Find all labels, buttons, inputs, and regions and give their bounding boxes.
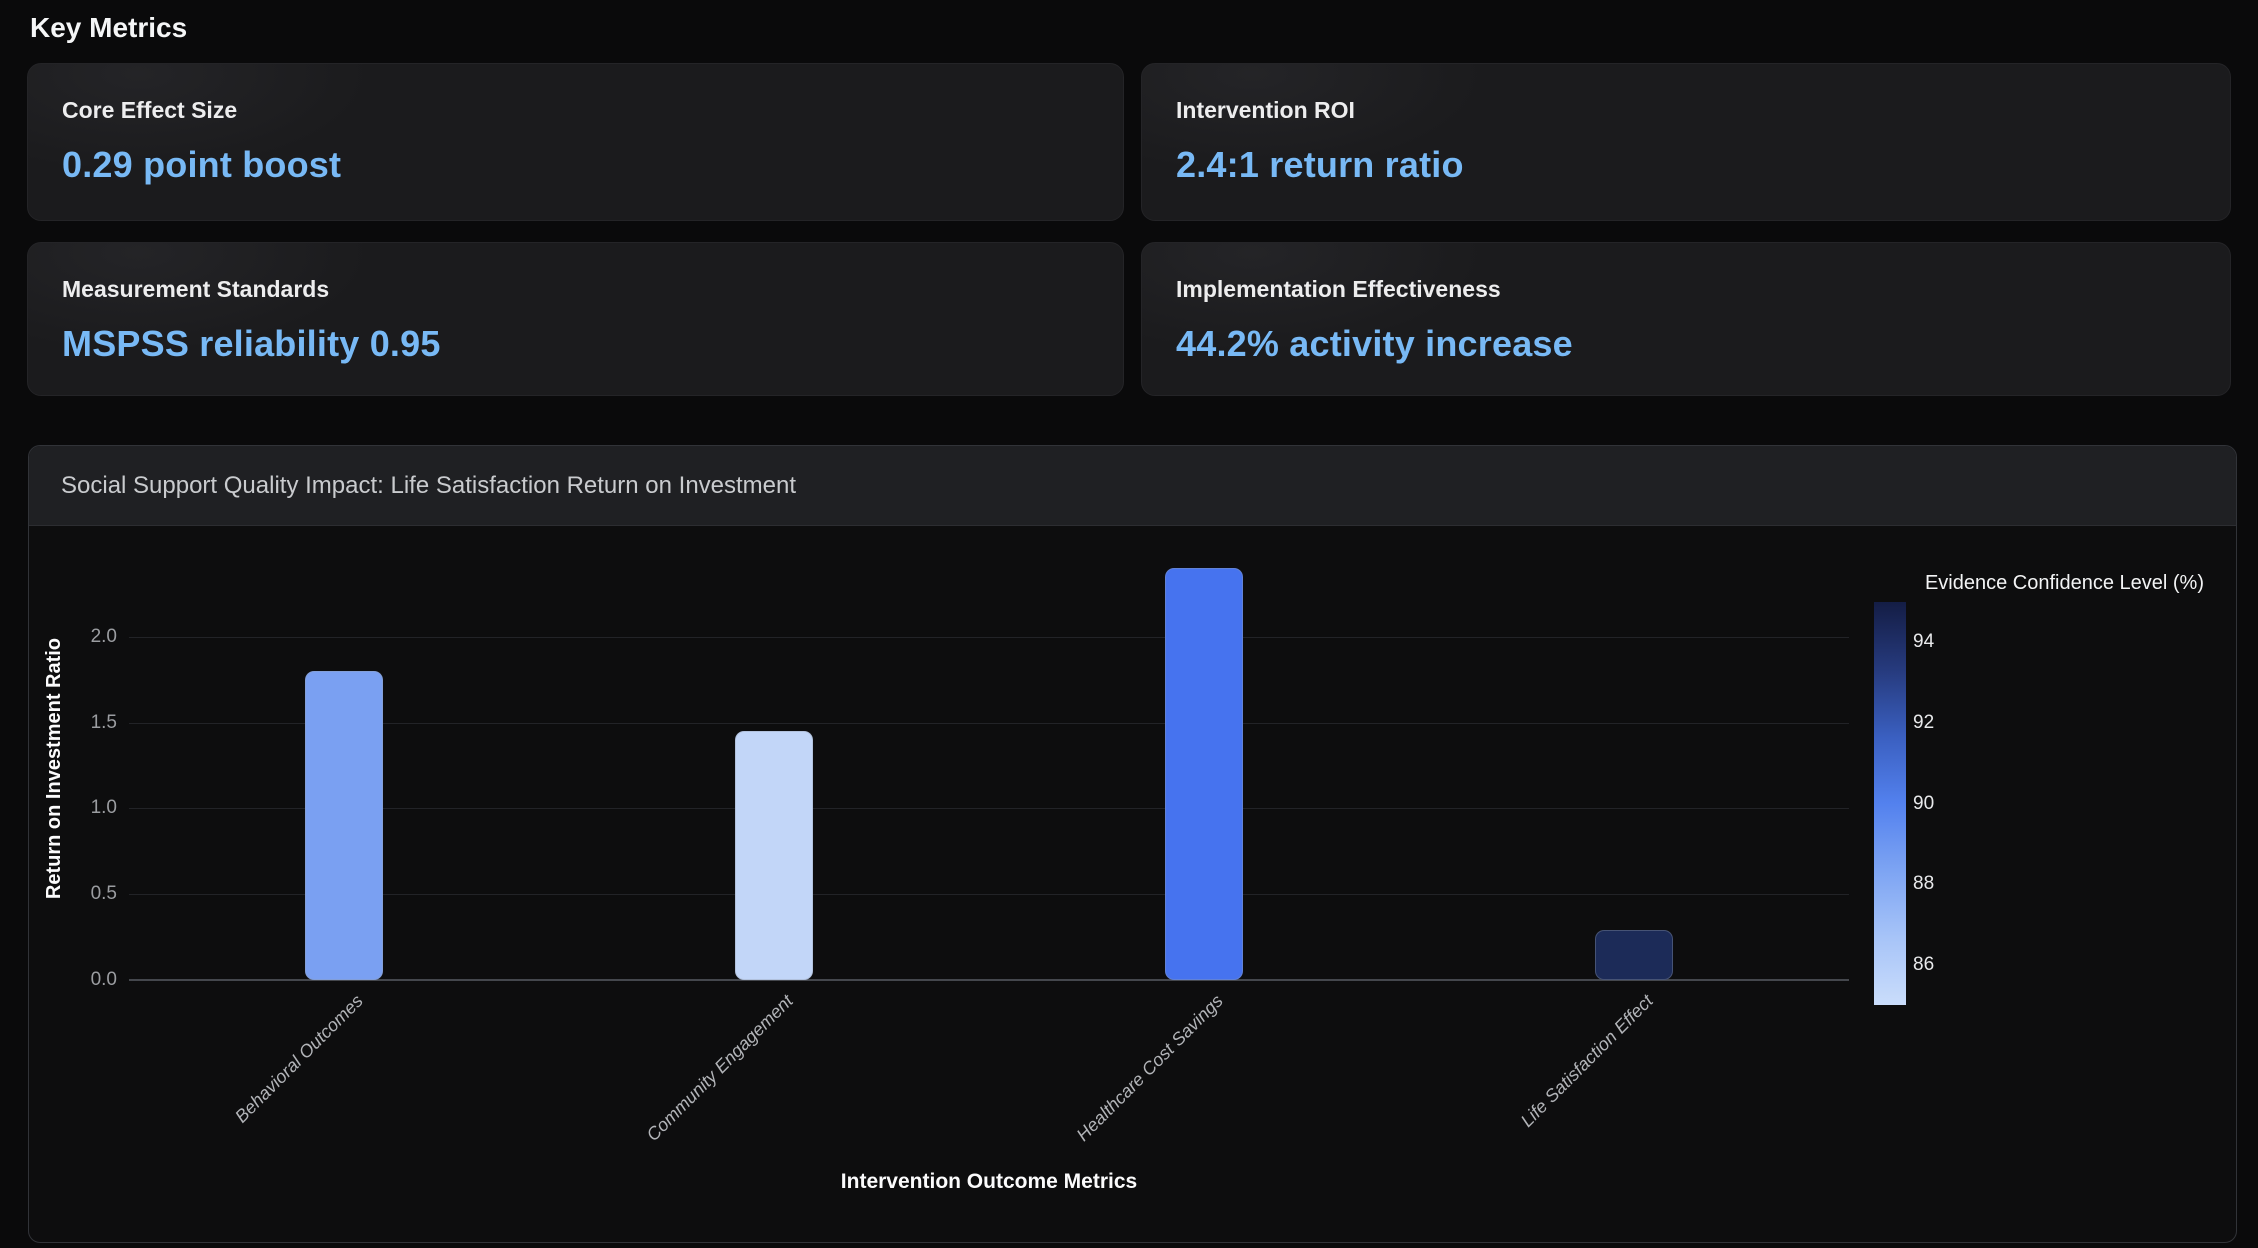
gridline: [129, 722, 1849, 724]
x-axis-line: [129, 979, 1849, 981]
colorbar-gradient: [1874, 602, 1906, 1005]
metric-value: MSPSS reliability 0.95: [62, 323, 441, 364]
chart-title: Social Support Quality Impact: Life Sati…: [61, 471, 797, 499]
metric-label: Core Effect Size: [62, 97, 238, 123]
x-axis-title: Intervention Outcome Metrics: [840, 1170, 1138, 1193]
bar-healthcare-cost-savings[interactable]: [1165, 568, 1243, 980]
plot-area: 0.0 0.5 1.0 1.5 2.0 Behavioral Outcomes Commun…: [91, 556, 1849, 1145]
y-tick-label: 1.5: [90, 711, 117, 733]
bar-community-engagement[interactable]: [735, 731, 813, 980]
y-tick-label: 0.0: [90, 969, 117, 990]
bar-behavioral-outcomes[interactable]: [305, 671, 383, 980]
y-tick-label: 2.0: [90, 625, 117, 647]
gridline: [129, 894, 1849, 896]
metric-label: Implementation Effectiveness: [1176, 276, 1501, 302]
colorbar-tick-label: 92: [1913, 711, 1935, 733]
metric-value: 0.29 point boost: [62, 144, 342, 185]
metric-label: Intervention ROI: [1176, 97, 1355, 123]
metric-value: 44.2% activity increase: [1176, 323, 1573, 364]
chart-body: Return on Investment Ratio 0.0 0.5 1.0 1.5 2…: [29, 526, 2236, 1242]
metric-label: Measurement Standards: [62, 276, 330, 302]
colorbar-tick-label: 90: [1913, 792, 1935, 814]
metric-value: 2.4:1 return ratio: [1176, 144, 1464, 185]
colorbar-tick-label: 94: [1913, 631, 1935, 653]
y-tick-label: 1.0: [90, 797, 117, 819]
page-title: Key Metrics: [30, 12, 188, 43]
key-metrics-grid: Core Effect Size 0.29 point boost Interv…: [27, 63, 2231, 396]
colorbar-tick-label: 86: [1913, 953, 1935, 975]
metric-card-intervention-roi: Intervention ROI 2.4:1 return ratio: [1141, 63, 2231, 221]
y-tick-label: 0.5: [90, 883, 117, 905]
metric-card-measurement-standards: Measurement Standards MSPSS reliability …: [27, 242, 1124, 396]
colorbar-title: Evidence Confidence Level (%): [1924, 572, 2204, 594]
chart-header: Social Support Quality Impact: Life Sati…: [29, 446, 2236, 526]
gridline: [129, 636, 1849, 638]
gridline: [129, 808, 1849, 810]
metric-card-core-effect-size: Core Effect Size 0.29 point boost: [27, 63, 1124, 221]
roi-chart-panel: Social Support Quality Impact: Life Sati…: [28, 445, 2237, 1243]
metric-card-implementation-effectiveness: Implementation Effectiveness 44.2% activ…: [1141, 242, 2231, 396]
bar-life-satisfaction-effect[interactable]: [1595, 930, 1673, 980]
colorbar-tick-label: 88: [1913, 873, 1935, 895]
